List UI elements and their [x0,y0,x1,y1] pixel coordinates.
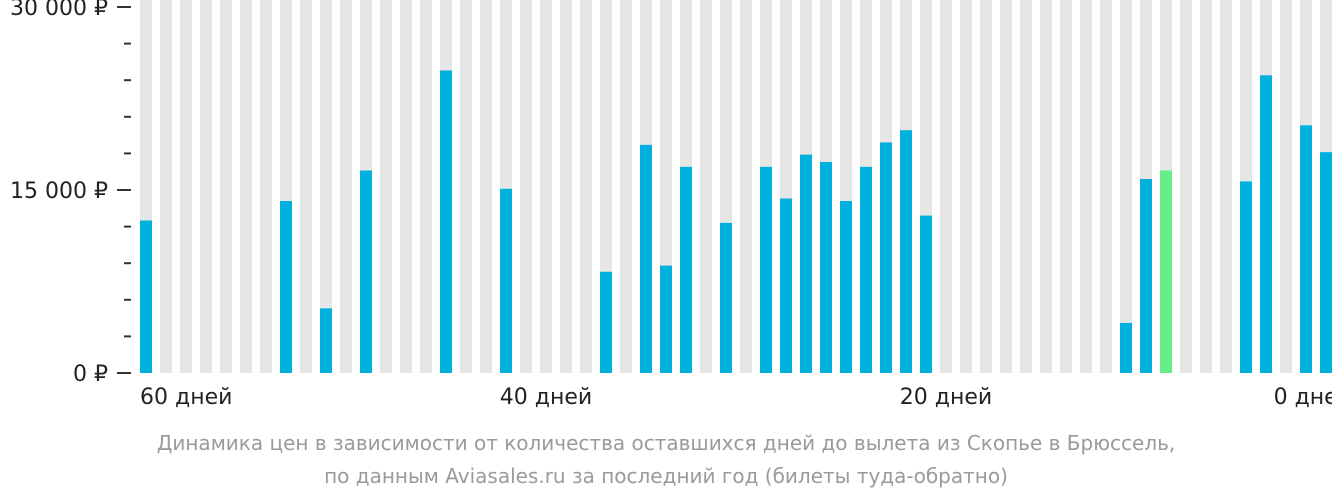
stripe-day-44 [460,0,472,373]
stripe-day-14 [1060,0,1072,373]
stripe-day-18 [980,0,992,373]
bar-day-5[interactable] [1240,181,1252,373]
stripe-day-19 [960,0,972,373]
stripe-day-13 [1080,0,1092,373]
stripe-day-54 [260,0,272,373]
stripe-day-17 [1000,0,1012,373]
stripe-day-7 [1200,0,1212,373]
caption-line-1: Динамика цен в зависимости от количества… [156,431,1176,455]
stripe-day-32 [700,0,712,373]
bar-day-37[interactable] [600,271,612,373]
bar-day-26[interactable] [820,161,832,373]
y-tick-label: 30 000 ₽ [10,0,108,21]
bar-day-53[interactable] [280,200,292,373]
bar-day-9[interactable] [1160,170,1172,373]
bar-day-60[interactable] [140,220,152,374]
stripe-day-50 [340,0,352,373]
stripe-day-43 [480,0,492,373]
stripe-day-36 [620,0,632,373]
bar-day-23[interactable] [880,142,892,373]
y-axis: 30 000 ₽ 15 000 ₽ 0 ₽ [10,0,131,387]
stripe-day-12 [1100,0,1112,373]
bar-day-24[interactable] [860,166,872,373]
bar-day-29[interactable] [760,166,772,373]
stripe-day-55 [240,0,252,373]
bar-day-45[interactable] [440,70,452,373]
bar-day-27[interactable] [800,154,812,373]
stripe-day-51 [320,0,332,373]
stripe-day-38 [580,0,592,373]
stripe-day-20 [940,0,952,373]
stripe-day-41 [520,0,532,373]
stripe-day-56 [220,0,232,373]
stripe-day-58 [180,0,192,373]
y-tick-label: 15 000 ₽ [10,179,108,204]
stripe-day-30 [740,0,752,373]
x-tick-label: 60 дней [140,385,232,410]
bar-day-28[interactable] [780,198,792,373]
stripe-day-52 [300,0,312,373]
stripe-day-3 [1280,0,1292,373]
bar-day-35[interactable] [640,144,652,373]
background-stripes [140,0,1332,373]
price-chart: 30 000 ₽ 15 000 ₽ 0 ₽ 60 дней 40 дней 20 дне… [10,0,1332,410]
bar-day-22[interactable] [900,130,912,373]
bar-day-51[interactable] [320,308,332,373]
x-tick-label: 0 дней [1274,385,1332,410]
x-tick-label: 40 дней [500,385,592,410]
bar-day-42[interactable] [500,188,512,373]
bar-day-31[interactable] [720,222,732,373]
bar-day-2[interactable] [1300,125,1312,373]
stripe-day-39 [560,0,572,373]
x-tick-label: 20 дней [900,385,992,410]
bar-day-25[interactable] [840,200,852,373]
bar-day-4[interactable] [1260,75,1272,373]
stripe-day-46 [420,0,432,373]
stripe-day-57 [200,0,212,373]
stripe-day-48 [380,0,392,373]
stripe-day-40 [540,0,552,373]
x-axis: 60 дней 40 дней 20 дней 0 дней [140,385,1332,410]
bar-day-10[interactable] [1140,179,1152,373]
caption-line-2: по данным Aviasales.ru за последний год … [324,464,1008,488]
stripe-day-59 [160,0,172,373]
bar-day-49[interactable] [360,170,372,373]
bar-day-34[interactable] [660,265,672,373]
stripe-day-15 [1040,0,1052,373]
stripe-day-8 [1180,0,1192,373]
bar-series [140,70,1332,373]
stripe-day-16 [1020,0,1032,373]
stripe-day-11 [1120,0,1132,373]
bar-day-11[interactable] [1120,322,1132,373]
bar-day-21[interactable] [920,215,932,373]
bar-day-1[interactable] [1320,152,1332,373]
stripe-day-6 [1220,0,1232,373]
y-tick-label: 0 ₽ [73,362,108,387]
stripe-day-47 [400,0,412,373]
bar-day-33[interactable] [680,166,692,373]
